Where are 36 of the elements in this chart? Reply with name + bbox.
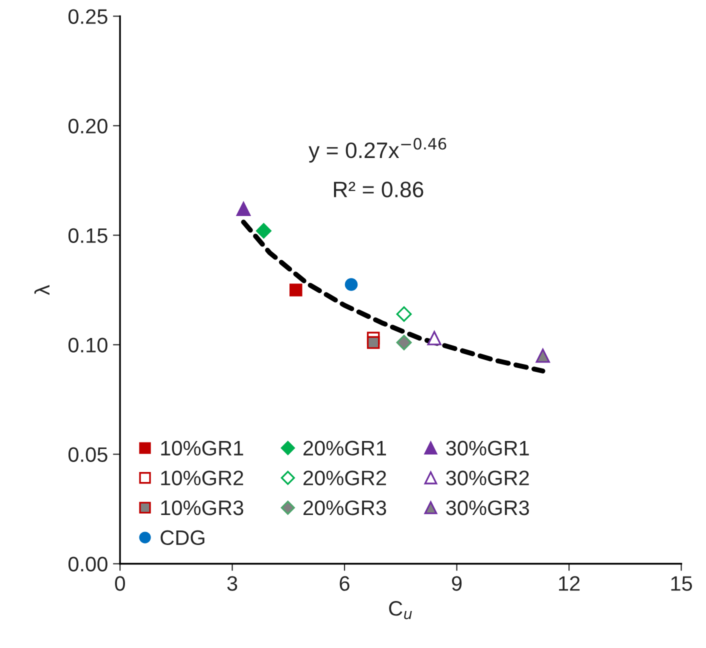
- legend-label: 20%GR3: [304, 500, 386, 516]
- x-tick-label: 15: [671, 576, 692, 591]
- line-series: [241, 220, 546, 374]
- point: [427, 331, 442, 346]
- legend-label: CDG: [160, 530, 204, 546]
- legend-label: 30%GR3: [446, 500, 529, 516]
- point: [236, 202, 251, 216]
- x-axis-title: C$_{u}$: [389, 601, 412, 620]
- legend-label: 10%GR1: [161, 440, 244, 456]
- legend-label: 20%GR1: [304, 440, 386, 456]
- annotation: R² = 0.86: [334, 182, 424, 198]
- y-tick-label: 0.10: [68, 338, 108, 352]
- x-tick-label: 6: [340, 576, 350, 591]
- y-axis-title: λ: [34, 284, 50, 296]
- point: [396, 306, 412, 322]
- point: [536, 348, 550, 363]
- legend-label: 10%GR3: [161, 500, 244, 516]
- x-tick-label: 9: [452, 576, 462, 591]
- y-tick-label: 0.05: [68, 447, 108, 462]
- x-tick-label: 3: [227, 576, 238, 591]
- point: [256, 223, 272, 239]
- legend-label: 30%GR1: [446, 440, 529, 456]
- x-tick-label: 12: [559, 576, 580, 591]
- y-tick-label: 0.00: [68, 556, 108, 572]
- legend-label: 30%GR2: [446, 470, 529, 486]
- y-tick-label: 0.15: [68, 228, 108, 243]
- point: [396, 334, 412, 350]
- legend-label: 20%GR2: [304, 470, 386, 486]
- point: [366, 336, 380, 349]
- x-tick-label: 0: [115, 576, 125, 591]
- point: [289, 284, 302, 296]
- annotation: y = 0.27x$^{−0.46}$: [308, 138, 446, 163]
- y-tick-label: 0.20: [68, 118, 108, 134]
- y-tick-label: 0.25: [68, 9, 108, 24]
- legend-label: 10%GR2: [161, 470, 244, 486]
- point: [344, 278, 358, 291]
